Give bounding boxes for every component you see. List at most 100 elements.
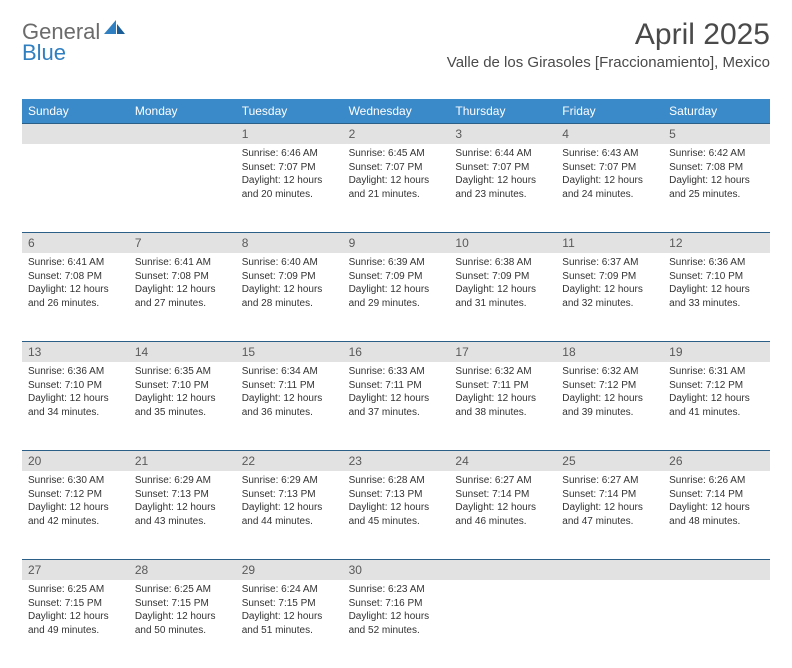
day-cell: Sunrise: 6:41 AMSunset: 7:08 PMDaylight:…: [129, 253, 236, 341]
weekday-tuesday: Tuesday: [236, 99, 343, 123]
day-number: [129, 124, 236, 144]
sunset-text: Sunset: 7:15 PM: [242, 597, 337, 611]
sunrise-text: Sunrise: 6:42 AM: [669, 147, 764, 161]
daylight-text: Daylight: 12 hours and 49 minutes.: [28, 610, 123, 637]
sunrise-text: Sunrise: 6:36 AM: [669, 256, 764, 270]
sunset-text: Sunset: 7:09 PM: [242, 270, 337, 284]
weekday-thursday: Thursday: [449, 99, 556, 123]
sunrise-text: Sunrise: 6:30 AM: [28, 474, 123, 488]
sunrise-text: Sunrise: 6:35 AM: [135, 365, 230, 379]
day-number: [663, 560, 770, 580]
day-number: [22, 124, 129, 144]
sunrise-text: Sunrise: 6:31 AM: [669, 365, 764, 379]
sunrise-text: Sunrise: 6:28 AM: [349, 474, 444, 488]
day-cell: Sunrise: 6:28 AMSunset: 7:13 PMDaylight:…: [343, 471, 450, 559]
day-cell: Sunrise: 6:23 AMSunset: 7:16 PMDaylight:…: [343, 580, 450, 668]
daylight-text: Daylight: 12 hours and 39 minutes.: [562, 392, 657, 419]
sunset-text: Sunset: 7:10 PM: [135, 379, 230, 393]
day-number: 5: [663, 124, 770, 144]
sunset-text: Sunset: 7:14 PM: [455, 488, 550, 502]
daynum-row: 12345: [22, 123, 770, 144]
daylight-text: Daylight: 12 hours and 32 minutes.: [562, 283, 657, 310]
daylight-text: Daylight: 12 hours and 44 minutes.: [242, 501, 337, 528]
day-number: 7: [129, 233, 236, 253]
day-cell: [129, 144, 236, 232]
logo-text-blue: Blue: [22, 40, 66, 65]
sunrise-text: Sunrise: 6:38 AM: [455, 256, 550, 270]
day-cell: Sunrise: 6:30 AMSunset: 7:12 PMDaylight:…: [22, 471, 129, 559]
day-cell: Sunrise: 6:44 AMSunset: 7:07 PMDaylight:…: [449, 144, 556, 232]
day-cell: Sunrise: 6:33 AMSunset: 7:11 PMDaylight:…: [343, 362, 450, 450]
weekday-header-row: Sunday Monday Tuesday Wednesday Thursday…: [22, 99, 770, 123]
sunrise-text: Sunrise: 6:25 AM: [135, 583, 230, 597]
sunrise-text: Sunrise: 6:24 AM: [242, 583, 337, 597]
sunrise-text: Sunrise: 6:33 AM: [349, 365, 444, 379]
weekday-friday: Friday: [556, 99, 663, 123]
daynum-row: 6789101112: [22, 232, 770, 253]
sunset-text: Sunset: 7:12 PM: [669, 379, 764, 393]
day-number: 8: [236, 233, 343, 253]
daynum-row: 27282930: [22, 559, 770, 580]
daylight-text: Daylight: 12 hours and 20 minutes.: [242, 174, 337, 201]
month-year: April 2025: [447, 18, 770, 52]
daylight-text: Daylight: 12 hours and 34 minutes.: [28, 392, 123, 419]
day-cell: Sunrise: 6:36 AMSunset: 7:10 PMDaylight:…: [663, 253, 770, 341]
logo-blue-line: Blue: [22, 40, 66, 66]
sunrise-text: Sunrise: 6:36 AM: [28, 365, 123, 379]
daylight-text: Daylight: 12 hours and 46 minutes.: [455, 501, 550, 528]
sunset-text: Sunset: 7:07 PM: [455, 161, 550, 175]
day-number: 23: [343, 451, 450, 471]
sunrise-text: Sunrise: 6:29 AM: [242, 474, 337, 488]
day-number: 13: [22, 342, 129, 362]
day-number: 4: [556, 124, 663, 144]
sunrise-text: Sunrise: 6:40 AM: [242, 256, 337, 270]
sunset-text: Sunset: 7:13 PM: [242, 488, 337, 502]
daylight-text: Daylight: 12 hours and 45 minutes.: [349, 501, 444, 528]
day-cell: Sunrise: 6:35 AMSunset: 7:10 PMDaylight:…: [129, 362, 236, 450]
day-cell: [449, 580, 556, 668]
day-number: 30: [343, 560, 450, 580]
day-number: 18: [556, 342, 663, 362]
day-number: 26: [663, 451, 770, 471]
day-number: 10: [449, 233, 556, 253]
sunset-text: Sunset: 7:14 PM: [562, 488, 657, 502]
sunset-text: Sunset: 7:13 PM: [349, 488, 444, 502]
sunset-text: Sunset: 7:08 PM: [135, 270, 230, 284]
day-number: 24: [449, 451, 556, 471]
title-block: April 2025 Valle de los Girasoles [Fracc…: [447, 18, 770, 71]
sunset-text: Sunset: 7:11 PM: [242, 379, 337, 393]
sunset-text: Sunset: 7:07 PM: [349, 161, 444, 175]
sunset-text: Sunset: 7:15 PM: [135, 597, 230, 611]
sunset-text: Sunset: 7:09 PM: [455, 270, 550, 284]
logo-sail-icon: [104, 18, 126, 39]
day-number: 2: [343, 124, 450, 144]
day-cell: Sunrise: 6:32 AMSunset: 7:12 PMDaylight:…: [556, 362, 663, 450]
day-number: 12: [663, 233, 770, 253]
daylight-text: Daylight: 12 hours and 35 minutes.: [135, 392, 230, 419]
week-row: Sunrise: 6:30 AMSunset: 7:12 PM Daylight:…: [22, 471, 770, 559]
day-cell: Sunrise: 6:43 AMSunset: 7:07 PMDaylight:…: [556, 144, 663, 232]
daylight-text: Daylight: 12 hours and 33 minutes.: [669, 283, 764, 310]
sunset-text: Sunset: 7:12 PM: [28, 488, 123, 502]
daylight-text: Daylight: 12 hours and 51 minutes.: [242, 610, 337, 637]
day-cell: Sunrise: 6:26 AMSunset: 7:14 PMDaylight:…: [663, 471, 770, 559]
sunrise-text: Sunrise: 6:27 AM: [562, 474, 657, 488]
day-cell: Sunrise: 6:24 AMSunset: 7:15 PMDaylight:…: [236, 580, 343, 668]
day-number: 25: [556, 451, 663, 471]
day-number: 28: [129, 560, 236, 580]
day-number: 19: [663, 342, 770, 362]
daylight-text: Daylight: 12 hours and 23 minutes.: [455, 174, 550, 201]
sunrise-text: Sunrise: 6:39 AM: [349, 256, 444, 270]
day-cell: Sunrise: 6:40 AMSunset: 7:09 PMDaylight:…: [236, 253, 343, 341]
day-number: 6: [22, 233, 129, 253]
weekday-saturday: Saturday: [663, 99, 770, 123]
day-cell: Sunrise: 6:39 AMSunset: 7:09 PMDaylight:…: [343, 253, 450, 341]
day-cell: Sunrise: 6:42 AMSunset: 7:08 PMDaylight:…: [663, 144, 770, 232]
day-cell: Sunrise: 6:27 AMSunset: 7:14 PMDaylight:…: [449, 471, 556, 559]
sunset-text: Sunset: 7:12 PM: [562, 379, 657, 393]
day-number: 20: [22, 451, 129, 471]
week-row: Sunrise: 6:41 AMSunset: 7:08 PMDaylight:…: [22, 253, 770, 341]
sunset-text: Sunset: 7:14 PM: [669, 488, 764, 502]
daylight-text: Daylight: 12 hours and 24 minutes.: [562, 174, 657, 201]
daylight-text: Daylight: 12 hours and 50 minutes.: [135, 610, 230, 637]
